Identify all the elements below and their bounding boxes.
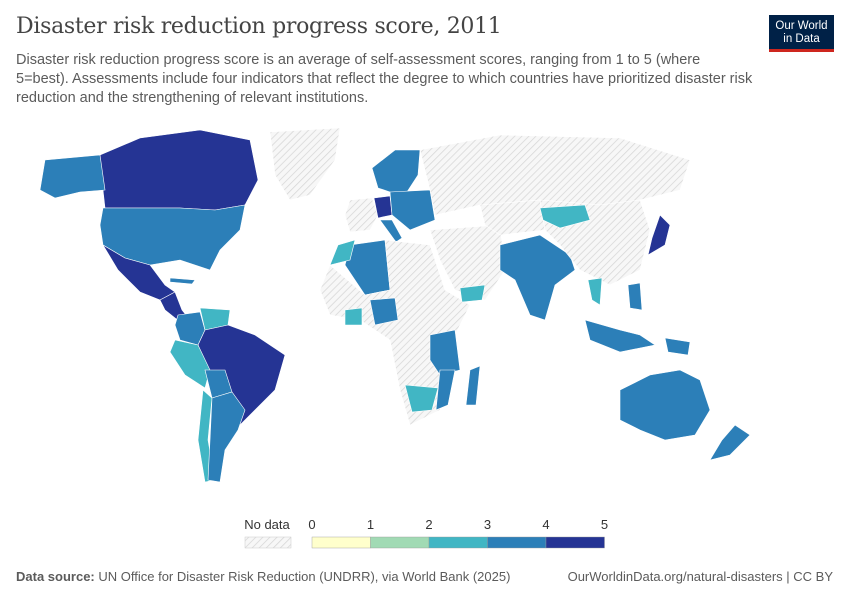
legend-tick-label: 3 (484, 517, 491, 532)
region-italy[interactable] (379, 219, 403, 243)
data-source: Data source: UN Office for Disaster Risk… (16, 569, 510, 584)
legend: No data 0 1 2 3 4 5 (240, 517, 620, 556)
region-yemen[interactable] (459, 284, 486, 303)
source-label: Data source: (16, 569, 95, 584)
region-central-asia[interactable] (479, 199, 546, 236)
legend-tick-label: 5 (601, 517, 608, 532)
region-papua-new-guinea[interactable] (664, 337, 691, 356)
region-mongolia[interactable] (539, 204, 591, 229)
legend-no-data-label: No data (244, 517, 290, 532)
world-map[interactable] (0, 120, 850, 500)
region-south-africa[interactable] (404, 384, 439, 413)
legend-scale: No data 0 1 2 3 4 5 (244, 517, 608, 549)
region-ghana[interactable] (344, 307, 363, 326)
region-indonesia[interactable] (584, 319, 656, 353)
legend-bin-3 (487, 536, 547, 549)
region-argentina[interactable] (207, 391, 246, 483)
legend-bin-1 (370, 536, 430, 549)
logo-line-2: in Data (783, 33, 820, 45)
logo-line-1: Our World (775, 20, 828, 32)
region-eastern-europe[interactable] (389, 189, 436, 231)
region-japan[interactable] (647, 214, 671, 256)
owid-logo[interactable]: Our World in Data (769, 15, 834, 52)
legend-tick-label: 0 (308, 517, 315, 532)
legend-tick-label: 4 (542, 517, 549, 532)
region-greenland[interactable] (269, 127, 341, 201)
region-peru[interactable] (169, 339, 211, 389)
region-mozambique[interactable] (435, 369, 456, 411)
region-morocco[interactable] (329, 239, 356, 266)
region-philippines[interactable] (627, 282, 643, 311)
region-india[interactable] (499, 234, 576, 321)
region-nigeria[interactable] (369, 297, 399, 326)
page-subtitle: Disaster risk reduction progress score i… (16, 52, 753, 106)
region-western-europe[interactable] (344, 197, 379, 233)
region-thailand[interactable] (587, 277, 603, 306)
region-canada[interactable] (99, 129, 259, 211)
region-alaska[interactable] (39, 154, 106, 199)
legend-no-data-swatch (244, 536, 292, 549)
legend-bin-4 (545, 536, 605, 549)
source-text: UN Office for Disaster Risk Reduction (U… (98, 569, 511, 584)
legend-tick-label: 1 (367, 517, 374, 532)
region-cuba[interactable] (169, 277, 196, 285)
region-madagascar[interactable] (465, 365, 481, 406)
region-scandinavia[interactable] (371, 149, 421, 196)
legend-bin-0 (311, 536, 371, 549)
footer-link[interactable]: OurWorldinData.org/natural-disasters | C… (567, 569, 833, 584)
region-new-zealand[interactable] (709, 424, 751, 461)
legend-tick-label: 2 (425, 517, 432, 532)
page-title: Disaster risk reduction progress score, … (16, 14, 502, 39)
legend-bin-2 (428, 536, 488, 549)
region-australia[interactable] (619, 369, 711, 441)
